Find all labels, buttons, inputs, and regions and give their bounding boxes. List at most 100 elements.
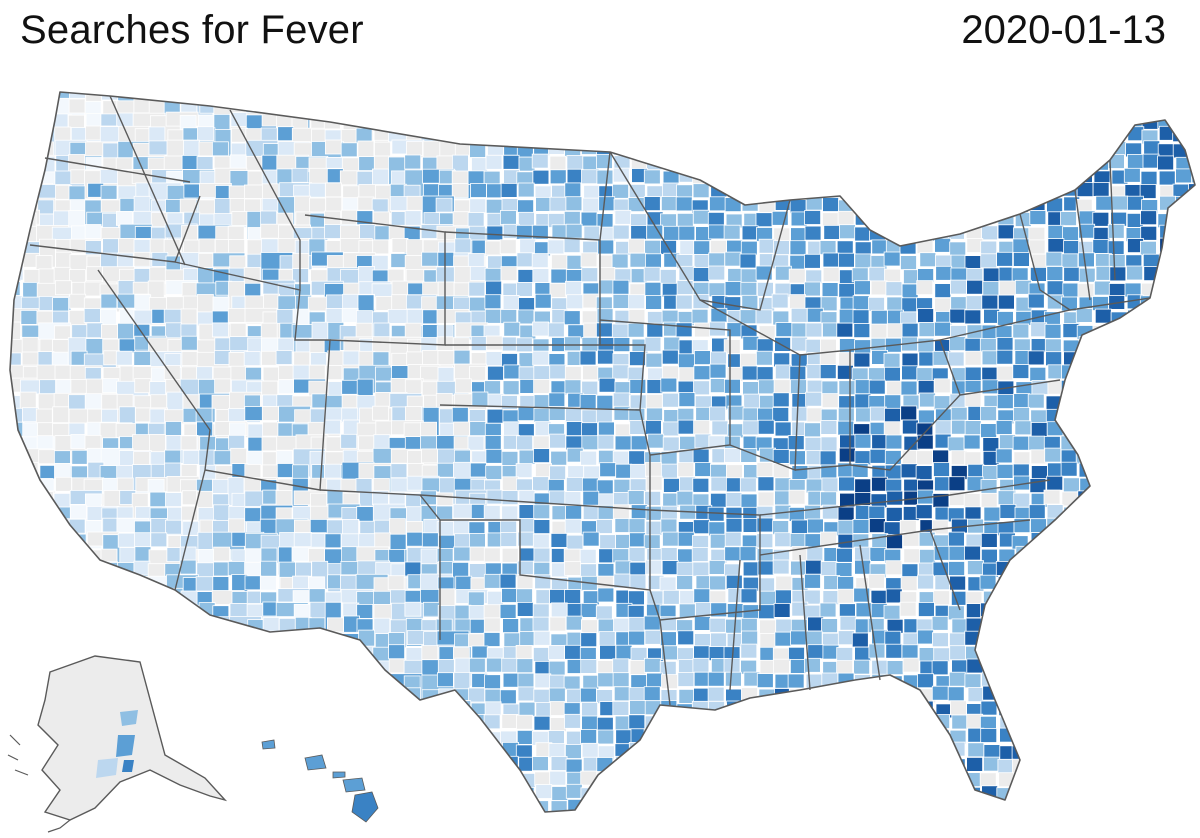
county-cell (565, 758, 583, 774)
county-cell (1190, 518, 1195, 534)
county-cell (980, 533, 998, 548)
county-cell (276, 784, 310, 799)
county-cell (1110, 419, 1128, 435)
county-cell (548, 392, 566, 408)
county-cell (1157, 489, 1174, 505)
county-cell (550, 756, 568, 771)
county-cell (101, 604, 135, 633)
county-cell (565, 744, 582, 759)
county-cell (774, 688, 791, 703)
county-cell (1076, 154, 1094, 169)
county-cell (724, 546, 742, 562)
county-cell (902, 419, 919, 435)
county-cell (534, 129, 551, 145)
county-cell (565, 280, 582, 296)
county-cell (277, 658, 311, 673)
county-cell (423, 815, 439, 829)
county-cell (708, 521, 726, 537)
county-cell (1045, 351, 1062, 367)
county-cell (884, 156, 901, 172)
county-cell (533, 647, 550, 662)
county-cell (933, 590, 950, 606)
county-cell (870, 115, 888, 131)
county-cell (1158, 170, 1176, 186)
county-cell (516, 714, 533, 730)
county-cell (582, 197, 600, 213)
county-cell (868, 505, 886, 521)
county-cell (325, 92, 343, 113)
county-cell (676, 280, 694, 295)
county-cell (918, 351, 936, 367)
county-cell (531, 224, 549, 240)
county-cell (563, 310, 581, 326)
county-cell (663, 128, 680, 144)
county-cell (1158, 92, 1176, 101)
county-cell (10, 182, 38, 198)
county-cell (870, 309, 888, 325)
county-cell (1092, 181, 1110, 197)
county-cell (1076, 563, 1094, 578)
county-cell (900, 800, 918, 812)
county-cell (501, 476, 519, 492)
county-cell (501, 450, 519, 466)
county-cell (69, 561, 87, 590)
county-cell (438, 787, 471, 812)
county-cell (1011, 267, 1029, 283)
county-cell (628, 547, 646, 562)
county-cell (999, 646, 1016, 662)
county-cell (212, 729, 246, 745)
county-cell (819, 602, 837, 618)
county-cell (836, 92, 854, 100)
county-cell (1045, 814, 1061, 828)
county-cell (1109, 813, 1125, 827)
county-cell (775, 744, 793, 759)
county-cell (917, 308, 934, 324)
county-cell (806, 799, 824, 812)
county-cell (775, 92, 792, 102)
county-cell (404, 561, 422, 577)
county-cell (1045, 408, 1063, 424)
county-cell (1171, 758, 1189, 773)
county-cell (917, 673, 934, 689)
county-cell (1029, 115, 1047, 131)
county-cell (596, 169, 614, 185)
county-cell (787, 673, 805, 689)
county-cell (613, 113, 631, 128)
county-cell (262, 366, 280, 382)
county-cell (182, 798, 200, 812)
county-cell (1091, 715, 1109, 731)
county-cell (291, 92, 309, 103)
county-cell (823, 129, 841, 144)
county-cell (1125, 731, 1143, 746)
county-cell (20, 730, 38, 745)
county-cell (916, 115, 934, 131)
county-cell (902, 225, 919, 241)
county-cell (1029, 673, 1047, 689)
county-cell (1156, 322, 1174, 338)
county-cell (1012, 92, 1030, 100)
county-cell (436, 672, 454, 688)
county-cell (455, 745, 473, 775)
county-cell (372, 351, 390, 367)
county-cell (518, 111, 536, 127)
county-cell (1188, 224, 1195, 240)
county-cell (10, 535, 24, 564)
county-cell (887, 223, 905, 239)
county-cell (981, 350, 999, 366)
county-cell (662, 531, 679, 547)
county-cell (551, 224, 569, 240)
county-cell (404, 714, 422, 744)
county-cell (309, 197, 327, 213)
county-cell (660, 547, 678, 562)
county-cell (453, 786, 487, 801)
county-cell (964, 451, 982, 467)
county-cell (1027, 393, 1045, 409)
county-cell (564, 366, 582, 381)
county-cell (147, 478, 165, 494)
county-cell (279, 799, 313, 812)
county-cell (1156, 521, 1174, 536)
county-cell (1077, 504, 1095, 520)
county-cell (1044, 447, 1062, 463)
county-cell (1172, 393, 1190, 409)
county-cell (150, 674, 168, 704)
